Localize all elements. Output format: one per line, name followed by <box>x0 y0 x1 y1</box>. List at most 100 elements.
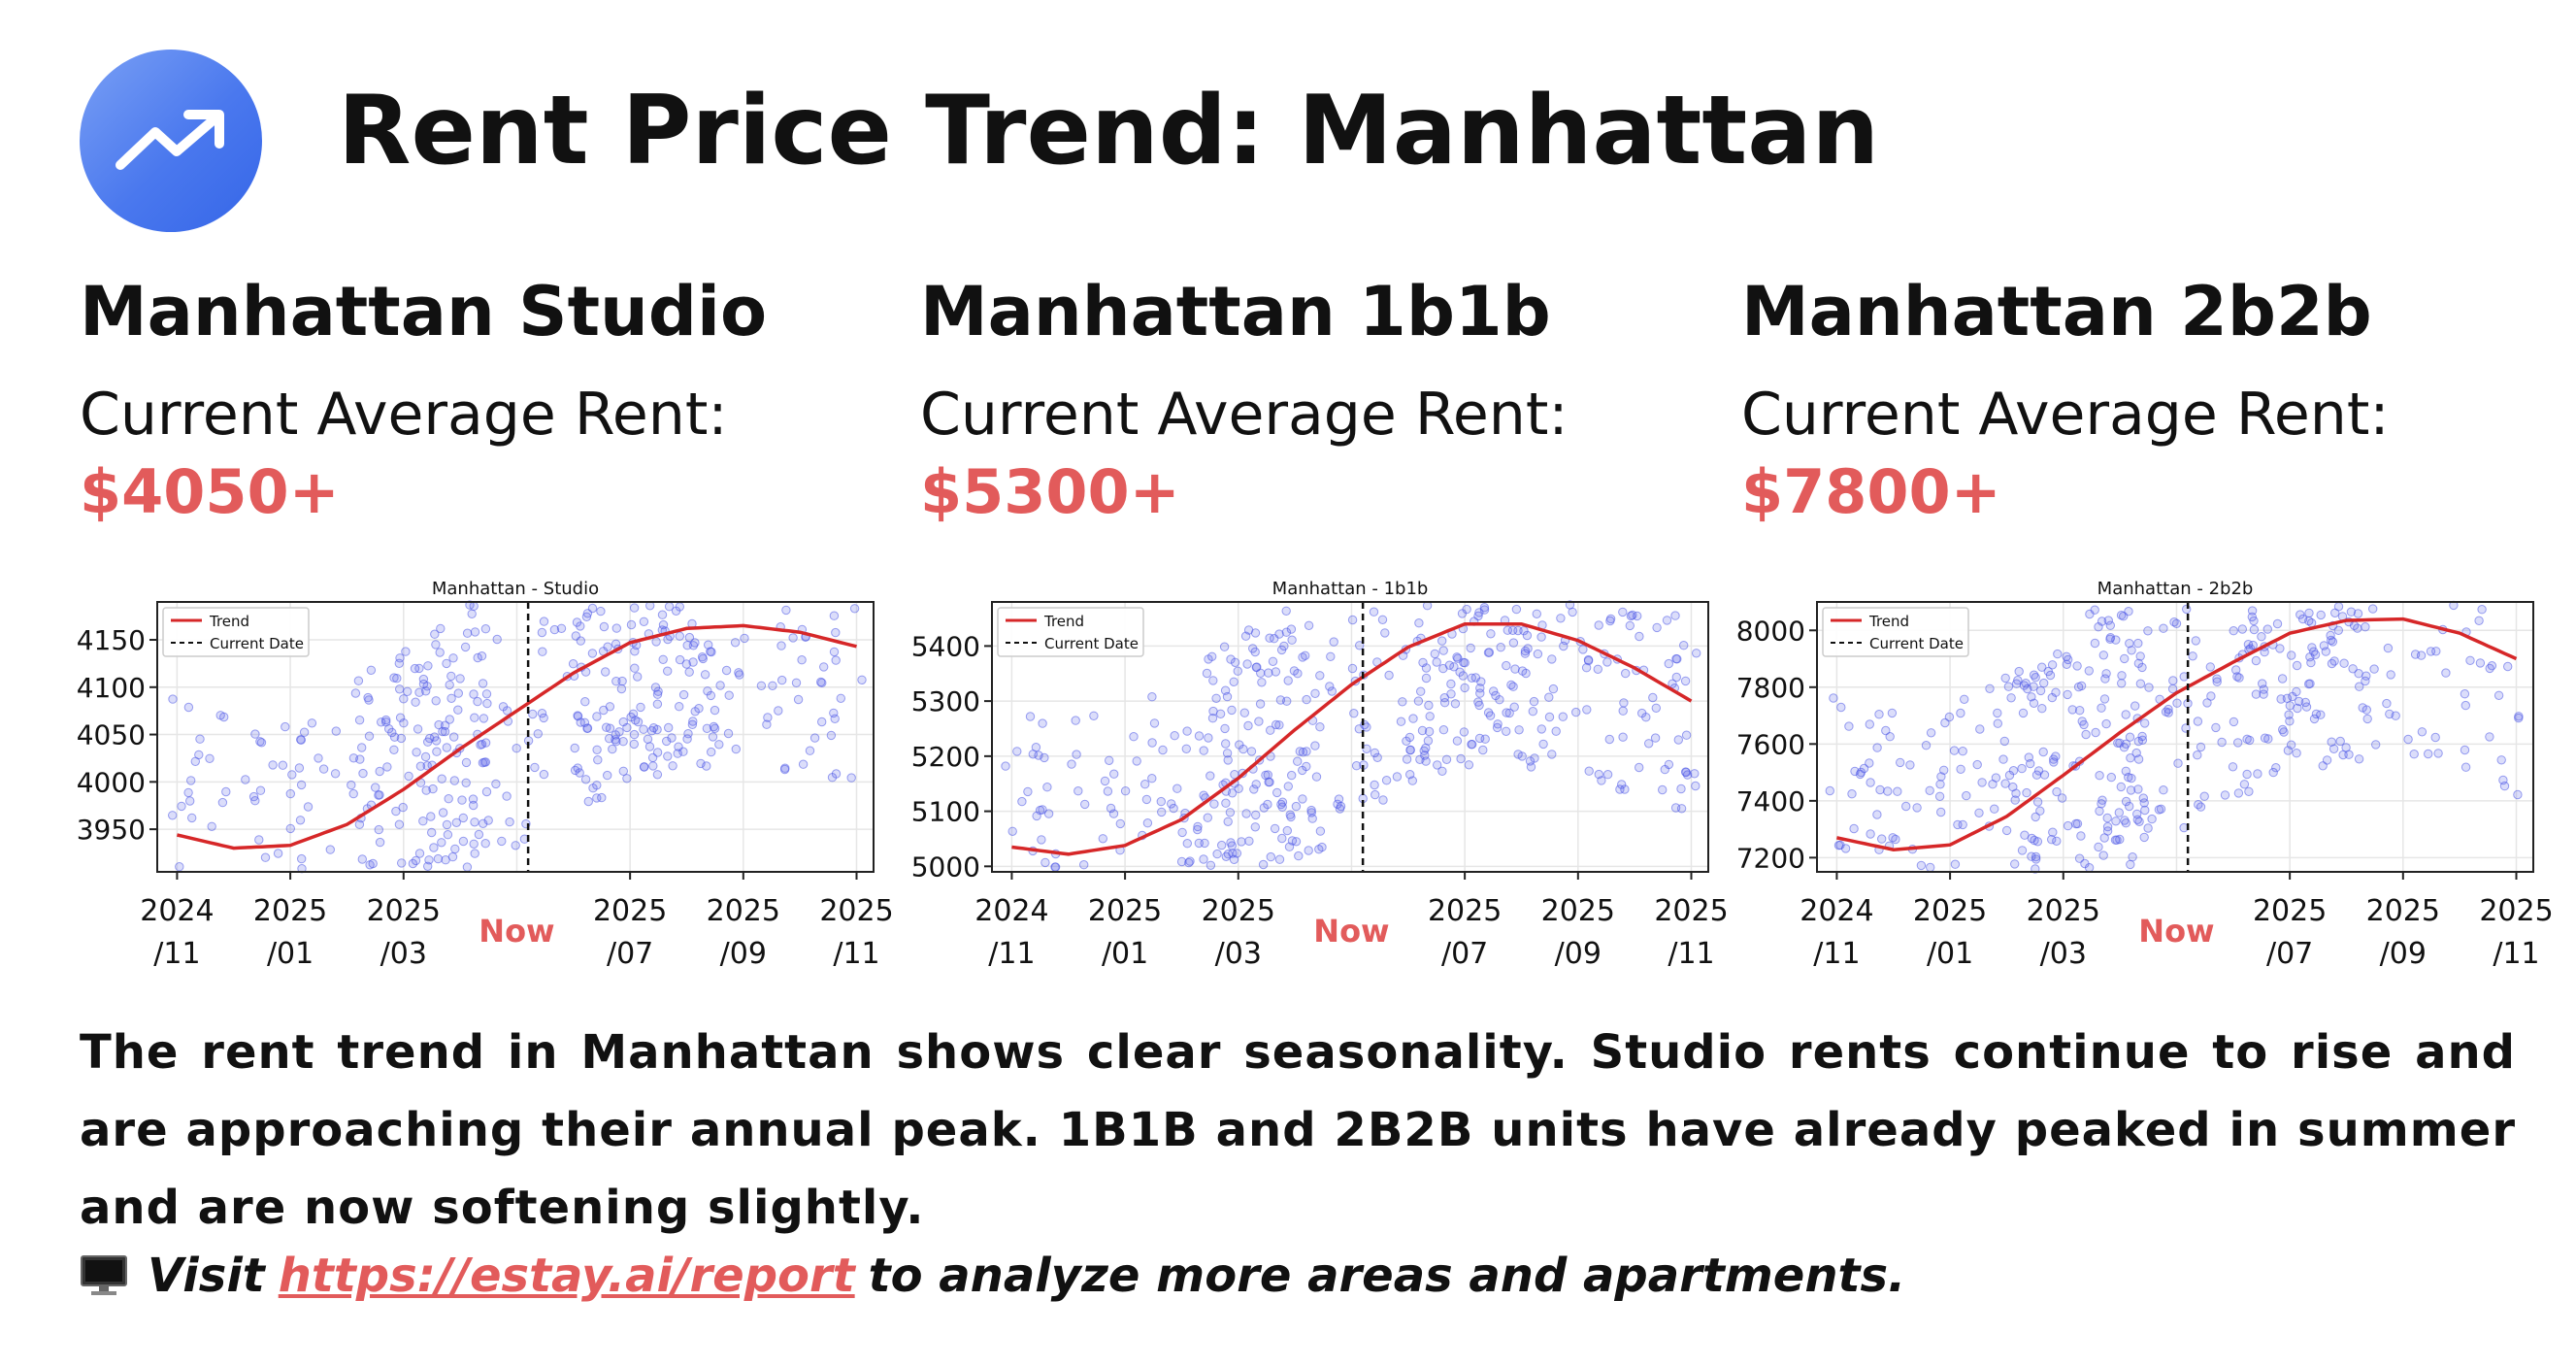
scatter-point <box>1651 703 1661 714</box>
scatter-point <box>1602 657 1612 667</box>
scatter-point <box>2293 703 2302 714</box>
scatter-point <box>1311 772 1322 782</box>
scatter-point <box>1291 801 1302 812</box>
scatter-point <box>1380 628 1390 638</box>
scatter-point <box>511 841 520 850</box>
scatter-point <box>2045 670 2056 681</box>
scatter-point <box>639 724 648 734</box>
scatter-point <box>1934 791 1945 802</box>
scatter-point <box>2430 732 2440 743</box>
scatter-point <box>2172 698 2182 708</box>
scatter-point <box>756 681 767 691</box>
scatter-point <box>382 762 392 772</box>
scatter-point <box>2031 770 2042 780</box>
scatter-point <box>1462 604 1471 615</box>
scatter-point <box>469 689 479 699</box>
scatter-point <box>539 769 549 780</box>
scatter-point <box>639 617 649 626</box>
x-tick-label: /11 <box>988 937 1035 971</box>
scatter-point <box>1439 698 1450 708</box>
scatter-point <box>643 734 653 745</box>
scatter-point <box>1673 735 1683 745</box>
scatter-point <box>1432 657 1441 667</box>
scatter-point <box>1415 754 1425 765</box>
scatter-point <box>185 796 195 806</box>
scatter-point <box>2233 738 2243 748</box>
scatter-point <box>2391 711 2400 720</box>
scatter-point <box>1523 644 1533 653</box>
scatter-point <box>674 742 683 751</box>
scatter-point <box>1935 780 1945 789</box>
scatter-point <box>652 724 662 735</box>
scatter-point <box>1441 754 1452 765</box>
scatter-point <box>423 661 433 671</box>
scatter-point <box>1522 630 1533 641</box>
scatter-point <box>2220 790 2230 800</box>
scatter-point <box>2211 722 2221 733</box>
scatter-point <box>2039 770 2050 780</box>
scatter-point <box>375 837 385 848</box>
scatter-point <box>358 768 368 779</box>
scatter-point <box>1282 825 1292 836</box>
scatter-point <box>2253 769 2262 779</box>
chart-title: Manhattan - Studio <box>432 579 599 599</box>
scatter-point <box>1547 654 1557 664</box>
scatter-point <box>2163 708 2173 717</box>
scatter-point <box>422 761 432 771</box>
scatter-point <box>395 713 406 722</box>
scatter-point <box>1227 841 1237 850</box>
scatter-point <box>688 717 698 726</box>
scatter-point <box>1220 685 1231 695</box>
scatter-point <box>1115 818 1126 829</box>
scatter-point <box>2205 662 2215 672</box>
scatter-point <box>2292 749 2301 758</box>
scatter-point <box>1208 676 1218 685</box>
scatter-point <box>1251 662 1261 673</box>
scatter-point <box>2257 632 2266 642</box>
scatter-point <box>1246 747 1257 756</box>
scatter-point <box>1221 739 1231 749</box>
scatter-point <box>2031 851 2041 862</box>
x-tick-label: 2025 <box>1654 894 1728 928</box>
legend-trend-label: Trend <box>1868 613 1909 630</box>
scatter-point <box>1618 706 1628 716</box>
scatter-point <box>260 852 271 862</box>
scatter-point <box>2095 806 2104 817</box>
x-tick-label: /03 <box>380 937 427 971</box>
scatter-point <box>2037 704 2047 714</box>
scatter-point <box>1648 692 1658 703</box>
scatter-point <box>1438 646 1448 655</box>
scatter-point <box>448 653 458 663</box>
scatter-point <box>330 769 341 779</box>
scatter-point <box>2327 658 2337 669</box>
scatter-point <box>1453 653 1463 663</box>
scatter-point <box>723 728 734 739</box>
scatter-point <box>2335 736 2345 747</box>
scatter-point <box>1849 823 1859 834</box>
scatter-point <box>348 753 359 763</box>
scatter-point <box>2138 793 2148 803</box>
scatter-point <box>1993 708 2002 718</box>
scatter-point <box>2057 793 2067 803</box>
scatter-point <box>568 659 578 669</box>
scatter-point <box>2052 786 2062 797</box>
scatter-point <box>1533 649 1543 659</box>
report-link[interactable]: https://estay.ai/report <box>278 1249 855 1303</box>
scatter-point <box>1446 679 1456 689</box>
scatter-point <box>2229 717 2239 727</box>
scatter-point <box>394 819 405 829</box>
scatter-point <box>1990 804 1999 814</box>
scatter-point <box>479 714 489 723</box>
scatter-point <box>2003 682 2014 691</box>
scatter-point <box>1617 780 1627 789</box>
y-tick-label: 4000 <box>77 766 146 798</box>
scatter-point <box>537 627 547 638</box>
visit-line: Visit https://estay.ai/report to analyze… <box>80 1249 1905 1303</box>
scatter-point <box>2116 782 2126 792</box>
scatter-point <box>579 717 590 728</box>
scatter-point <box>622 774 632 784</box>
x-tick-label: 2024 <box>1800 894 1873 928</box>
scatter-point <box>1355 641 1365 650</box>
scatter-point <box>2465 655 2475 666</box>
scatter-point <box>1211 693 1221 704</box>
